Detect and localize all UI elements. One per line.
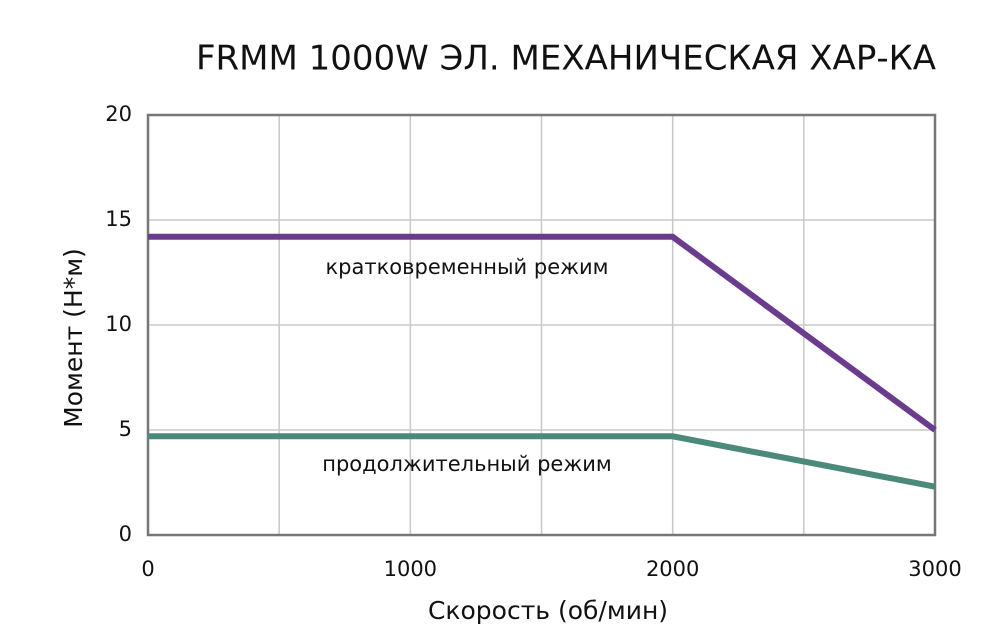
chart-title: FRMM 1000W ЭЛ. МЕХАНИЧЕСКАЯ ХАР-КА bbox=[196, 39, 936, 79]
y-tick-label: 10 bbox=[105, 312, 132, 336]
x-tick-label: 1000 bbox=[384, 557, 437, 581]
y-tick-label: 0 bbox=[119, 522, 132, 546]
x-tick-label: 0 bbox=[141, 557, 154, 581]
series-line bbox=[148, 233, 937, 433]
y-axis-label: Момент (Н*м) bbox=[59, 248, 88, 428]
series-line bbox=[148, 433, 936, 490]
x-tick-label: 2000 bbox=[646, 557, 699, 581]
series-label: продолжительный режим bbox=[322, 452, 612, 476]
series-label: кратковременный режим bbox=[325, 255, 608, 279]
x-axis-label: Скорость (об/мин) bbox=[428, 596, 668, 625]
x-tick-label: 3000 bbox=[908, 557, 961, 581]
y-tick-label: 5 bbox=[119, 417, 132, 441]
y-tick-label: 20 bbox=[105, 102, 132, 126]
plot-frame bbox=[146, 113, 937, 537]
y-tick-label: 15 bbox=[105, 207, 132, 231]
